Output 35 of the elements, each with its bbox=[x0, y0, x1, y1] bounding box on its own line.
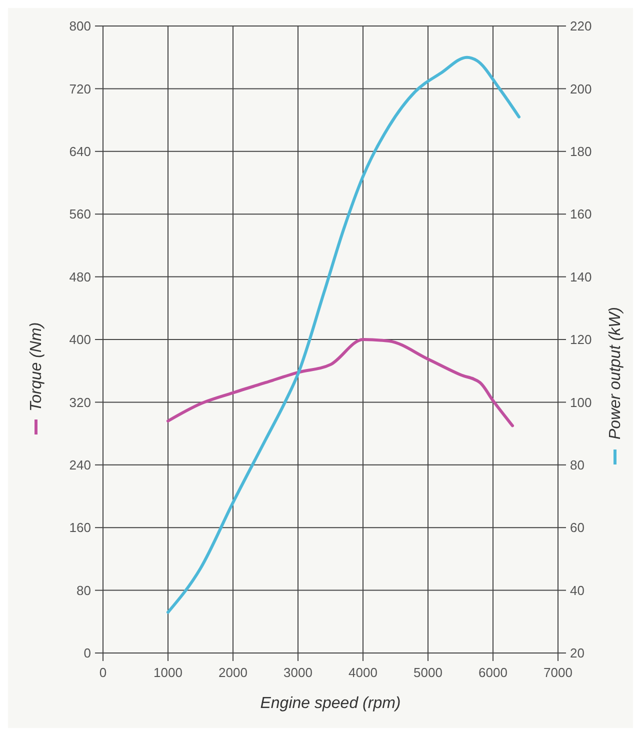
y2-tick-label: 200 bbox=[570, 81, 592, 96]
y2-tick-label: 40 bbox=[570, 582, 584, 598]
y-tick-label: 800 bbox=[69, 18, 91, 34]
x-tick-label: 1000 bbox=[154, 665, 182, 680]
y-tick-label: 480 bbox=[69, 269, 91, 284]
y2-tick-label: 180 bbox=[570, 144, 592, 159]
y2-tick-label: 20 bbox=[570, 646, 584, 661]
y2-axis-title: Power output (kW) bbox=[607, 307, 624, 440]
line-series bbox=[166, 338, 514, 428]
y-tick-label: 0 bbox=[84, 646, 91, 661]
x-tick-label: 7000 bbox=[544, 665, 572, 680]
y2-tick-label: 220 bbox=[570, 18, 592, 34]
x-axis-title: Engine speed (rpm) bbox=[260, 695, 401, 712]
x-tick-label: 6000 bbox=[478, 665, 508, 680]
x-tick-label: 5000 bbox=[414, 665, 442, 680]
y-tick-label: 560 bbox=[69, 206, 91, 222]
x-tick-label: 4000 bbox=[348, 665, 378, 680]
x-tick-label: 3000 bbox=[284, 665, 312, 680]
y-axis-title: Torque (Nm) bbox=[28, 322, 45, 412]
y2-tick-label: 80 bbox=[570, 457, 584, 472]
y-tick-label: 720 bbox=[69, 81, 91, 96]
y-tick-label: 320 bbox=[69, 394, 91, 410]
line-series bbox=[166, 56, 520, 614]
y2-tick-label: 60 bbox=[570, 520, 584, 536]
y-tick-label: 80 bbox=[76, 582, 91, 598]
y-tick-label: 400 bbox=[69, 332, 91, 348]
y2-tick-label: 120 bbox=[570, 332, 592, 348]
x-tick-label: 0 bbox=[99, 665, 107, 680]
y2-tick-label: 160 bbox=[570, 206, 592, 222]
x-tick-label: 2000 bbox=[218, 665, 248, 680]
y-tick-label: 240 bbox=[69, 457, 91, 472]
y-tick-label: 160 bbox=[69, 520, 91, 536]
y-tick-label: 640 bbox=[69, 144, 91, 159]
y2-tick-label: 100 bbox=[570, 394, 592, 410]
y2-tick-label: 140 bbox=[570, 269, 592, 284]
